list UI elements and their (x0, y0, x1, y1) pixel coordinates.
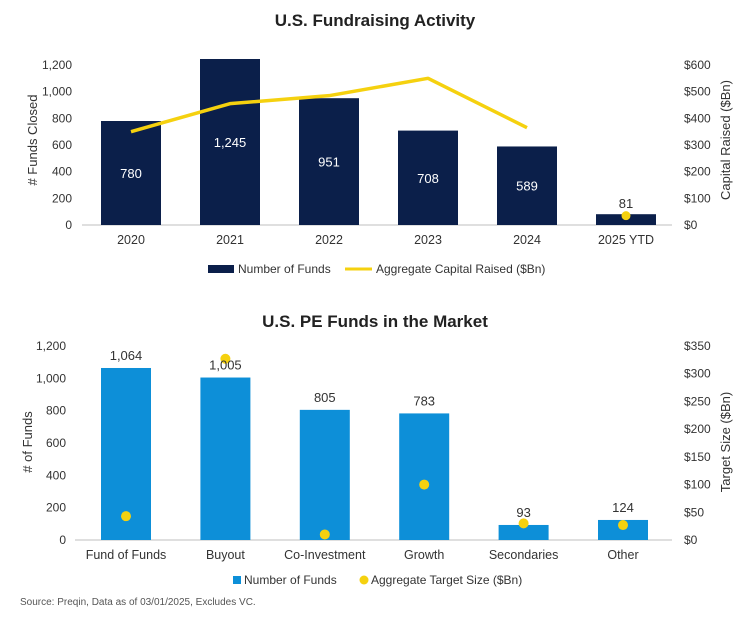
chart1-y-axis-label: # Funds Closed (25, 94, 40, 185)
chart1-y-tick-label: 200 (52, 191, 72, 205)
chart1-y2-tick-label: $0 (684, 218, 698, 232)
chart2-category-label: Co-Investment (284, 548, 366, 562)
chart2-y-tick-label: 200 (46, 501, 66, 515)
chart1-y2-tick-label: $100 (684, 191, 711, 205)
chart1-bar-value-label: 780 (120, 166, 142, 181)
chart2-category-label: Secondaries (489, 548, 559, 562)
chart2-category-label: Growth (404, 548, 444, 562)
chart2-category-label: Buyout (206, 548, 245, 562)
chart2-y2-tick-label: $200 (684, 422, 711, 436)
chart2-y2-tick-label: $250 (684, 394, 711, 408)
chart1-title: U.S. Fundraising Activity (275, 11, 476, 30)
chart2-y-tick-label: 0 (59, 533, 66, 547)
chart2-y2-axis-label: Target Size ($Bn) (718, 392, 733, 492)
chart2-bar (200, 377, 251, 540)
chart2-category-label: Other (607, 548, 638, 562)
chart2-legend: Number of Funds Aggregate Target Size ($… (233, 573, 522, 587)
chart1-y2-axis-label: Capital Raised ($Bn) (718, 80, 733, 200)
chart2-category-label: Fund of Funds (86, 548, 167, 562)
chart2-target-size-dot (319, 529, 330, 540)
chart2-bar-value-label: 1,005 (209, 358, 242, 373)
chart2-target-size-dot (220, 353, 231, 364)
chart1-bar-value-label: 1,245 (214, 135, 247, 150)
chart1-category-label: 2025 YTD (598, 233, 654, 247)
chart1-category-label: 2021 (216, 233, 244, 247)
chart2-y2-tick-label: $350 (684, 339, 711, 353)
chart2-y2-tick-label: $300 (684, 367, 711, 381)
chart2-y-tick-label: 1,000 (36, 371, 66, 385)
chart1-legend-line-label: Aggregate Capital Raised ($Bn) (376, 262, 545, 276)
chart1-y2-tick-label: $200 (684, 165, 711, 179)
chart2-y-tick-label: 600 (46, 436, 66, 450)
chart2-bar-value-label: 783 (413, 393, 435, 408)
chart2-bar-value-label: 93 (516, 505, 530, 520)
chart1-legend-bar-label: Number of Funds (238, 262, 331, 276)
chart1-legend-bar-swatch (208, 265, 234, 273)
chart1-category-label: 2023 (414, 233, 442, 247)
chart1-bar-value-label: 589 (516, 179, 538, 194)
chart2-target-size-dot (618, 520, 628, 531)
chart1-y2-tick-label: $300 (684, 138, 711, 152)
chart1-y-tick-label: 1,000 (42, 85, 72, 99)
chart1-bar-value-label: 81 (619, 196, 633, 211)
chart2-y-tick-label: 800 (46, 404, 66, 418)
chart1-y-tick-label: 600 (52, 138, 72, 152)
chart1-bar-value-label: 951 (318, 155, 340, 170)
chart1-y2-tick-label: $500 (684, 85, 711, 99)
chart2-title: U.S. PE Funds in the Market (262, 312, 488, 331)
chart2-bar-value-label: 805 (314, 390, 336, 405)
chart1-capital-point (621, 211, 631, 221)
chart2-bar-value-label: 124 (612, 500, 634, 515)
chart1-capital-line (130, 76, 528, 134)
chart1-bar (200, 59, 260, 225)
chart1-category-label: 2022 (315, 233, 343, 247)
chart2-bar (399, 413, 450, 540)
chart2-y2-tick-label: $100 (684, 478, 711, 492)
chart1-bar-value-label: 708 (417, 171, 439, 186)
chart2-target-size-dot (518, 518, 529, 529)
chart2-legend-dot-swatch (359, 575, 369, 585)
chart1-bar (497, 146, 557, 225)
chart2-target-size-dot (419, 479, 430, 490)
chart2-y-tick-label: 400 (46, 468, 66, 482)
chart1-y2-tick-label: $600 (684, 58, 711, 72)
chart1-y-tick-label: 1,200 (42, 58, 72, 72)
chart2-y2-tick-label: $150 (684, 450, 711, 464)
chart1-bar (398, 130, 458, 225)
chart1-bar (299, 98, 359, 225)
chart1-y-tick-label: 800 (52, 111, 72, 125)
chart2-bar-value-label: 1,064 (110, 348, 143, 363)
source-note: Source: Preqin, Data as of 03/01/2025, E… (20, 597, 256, 608)
chart1-bar (101, 121, 161, 225)
chart2-target-size-dot (121, 511, 131, 522)
chart2-bar (498, 524, 549, 540)
chart2-y2-tick-label: $50 (684, 505, 704, 519)
chart2-y-axis-label: # of Funds (20, 411, 35, 473)
chart1-category-label: 2024 (513, 233, 541, 247)
chart2-legend-dot-label: Aggregate Target Size ($Bn) (371, 573, 522, 587)
chart1-category-label: 2020 (117, 233, 145, 247)
chart1-y-tick-label: 400 (52, 165, 72, 179)
chart2-y-tick-label: 1,200 (36, 339, 66, 353)
chart1-y2-tick-label: $400 (684, 111, 711, 125)
chart2-bar (299, 409, 350, 540)
chart2-legend-bar-swatch (233, 576, 241, 584)
chart1-legend: Number of Funds Aggregate Capital Raised… (208, 262, 545, 276)
chart2-legend-bar-label: Number of Funds (244, 573, 337, 587)
chart-marks: 0 200 400 600 800 1,000 1,200 $0 $100 $200 $300 $40… (36, 58, 711, 562)
chart2-y2-tick-label: $0 (684, 533, 698, 547)
chart1-y-tick-label: 0 (65, 218, 72, 232)
